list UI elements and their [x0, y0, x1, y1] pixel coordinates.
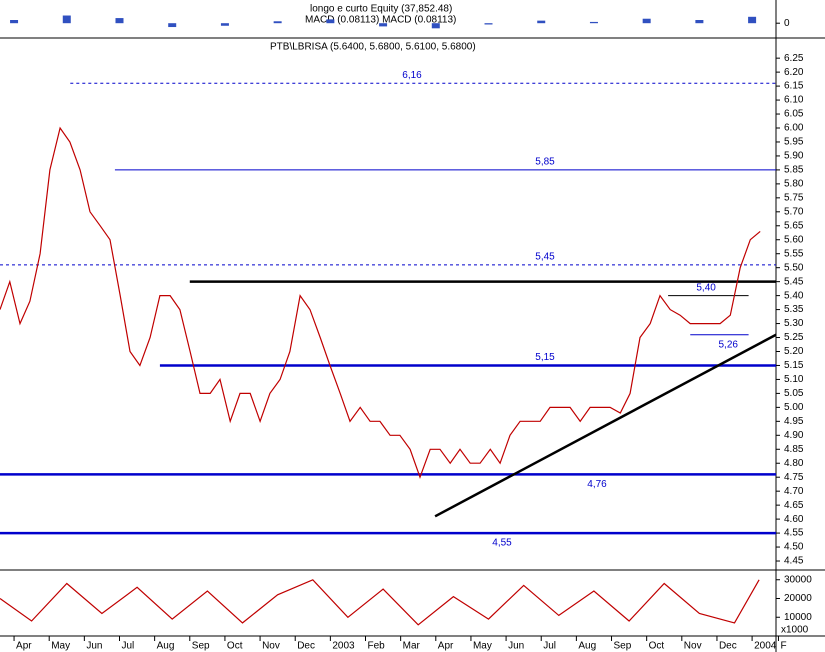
- x-tick-label: Nov: [684, 641, 702, 652]
- bar: [589, 21, 598, 24]
- x-tick-label: Jul: [543, 641, 556, 652]
- chart-title: PTB\LBRISA (5.6400, 5.6800, 5.6100, 5.68…: [270, 42, 476, 53]
- x-tick-label: Dec: [719, 641, 737, 652]
- y-tick-label: 6.15: [784, 81, 804, 92]
- y-tick-label: 4.65: [784, 500, 804, 511]
- y-tick-label: 4.95: [784, 416, 804, 427]
- y-tick-label: 5.10: [784, 374, 804, 385]
- x-tick-label: F: [780, 641, 786, 652]
- y-tick-label: 4.50: [784, 542, 804, 553]
- x-tick-label: Mar: [403, 641, 421, 652]
- y-tick-label: 5.75: [784, 192, 804, 203]
- x-tick-label: Sep: [614, 641, 632, 652]
- x-tick-label: Jun: [508, 641, 524, 652]
- y-tick-label: 4.45: [784, 556, 804, 567]
- y-tick-label: 5.65: [784, 220, 804, 231]
- y-tick-label: 5.30: [784, 318, 804, 329]
- level-label: 6,16: [402, 70, 422, 81]
- bar: [10, 20, 19, 24]
- x-tick-label: Jun: [86, 641, 102, 652]
- y-tick-label: 5.15: [784, 360, 804, 371]
- y-tick-label: 4.85: [784, 444, 804, 455]
- x-tick-label: Jul: [121, 641, 134, 652]
- y-tick-label: 4.70: [784, 486, 804, 497]
- x-tick-label: Apr: [16, 641, 32, 652]
- trend-line: [434, 333, 777, 518]
- y-tick-label: 6.20: [784, 67, 804, 78]
- x-tick-label: 2004: [754, 641, 777, 652]
- y-tick-label: 6.00: [784, 123, 804, 134]
- bar: [431, 23, 440, 29]
- y-tick-label: 5.50: [784, 262, 804, 273]
- x-tick-label: Oct: [649, 641, 665, 652]
- y-tick-label: 5.70: [784, 206, 804, 217]
- y-tick-label: 5.35: [784, 304, 804, 315]
- y-tick-label: 0: [784, 18, 790, 29]
- y-tick-label: 5.85: [784, 165, 804, 176]
- price-line: [0, 579, 760, 626]
- x-tick-label: Aug: [157, 641, 175, 652]
- bar: [642, 18, 651, 24]
- panel-subtitle: MACD (0.08113) MACD (0.08113): [305, 15, 456, 26]
- bar: [484, 23, 493, 25]
- y-tick-label: 5.20: [784, 346, 804, 357]
- bar: [62, 15, 71, 24]
- level-label: 5,40: [696, 282, 716, 293]
- y-tick-label: 5.60: [784, 234, 804, 245]
- y-tick-label: 10000: [784, 612, 812, 623]
- bar: [748, 16, 757, 24]
- x-tick-label: Feb: [368, 641, 386, 652]
- y-tick-label: 4.75: [784, 472, 804, 483]
- y-tick-label: 4.55: [784, 528, 804, 539]
- x-tick-label: 2003: [332, 641, 355, 652]
- y-tick-label: 5.55: [784, 248, 804, 259]
- bar: [379, 23, 388, 27]
- level-label: 5,15: [535, 352, 555, 363]
- x-tick-label: Dec: [297, 641, 315, 652]
- y-tick-label: 5.05: [784, 388, 804, 399]
- y-tick-label: 5.40: [784, 290, 804, 301]
- x-tick-label: Aug: [578, 641, 596, 652]
- x-tick-label: Apr: [438, 641, 454, 652]
- y-tick-label: 5.90: [784, 151, 804, 162]
- level-label: 5,26: [719, 339, 739, 350]
- y-tick-label: 20000: [784, 593, 812, 604]
- level-label: 4,55: [492, 538, 512, 549]
- y-tick-label: 5.00: [784, 402, 804, 413]
- level-label: 5,45: [535, 252, 555, 263]
- bar: [273, 21, 282, 24]
- y-tick-label: 4.90: [784, 430, 804, 441]
- scale-note: x1000: [781, 625, 809, 636]
- y-tick-label: 5.95: [784, 137, 804, 148]
- level-label: 5,85: [535, 157, 555, 168]
- y-tick-label: 4.80: [784, 458, 804, 469]
- bar: [326, 19, 335, 24]
- level-label: 4,76: [587, 479, 607, 490]
- y-tick-label: 5.80: [784, 179, 804, 190]
- y-tick-label: 6.10: [784, 95, 804, 106]
- y-tick-label: 30000: [784, 574, 812, 585]
- y-tick-label: 5.25: [784, 332, 804, 343]
- x-tick-label: Sep: [192, 641, 210, 652]
- x-tick-label: May: [473, 641, 492, 652]
- x-tick-label: Oct: [227, 641, 243, 652]
- y-tick-label: 6.25: [784, 53, 804, 64]
- y-tick-label: 5.45: [784, 276, 804, 287]
- x-tick-label: May: [51, 641, 70, 652]
- bar: [220, 23, 229, 26]
- panel-title: longo e curto Equity (37,852.48): [310, 4, 452, 15]
- x-tick-label: Nov: [262, 641, 280, 652]
- bar: [695, 20, 704, 24]
- y-tick-label: 6.05: [784, 109, 804, 120]
- bar: [168, 23, 177, 28]
- bar: [115, 18, 124, 24]
- price-line: [0, 126, 761, 479]
- y-tick-label: 4.60: [784, 514, 804, 525]
- bar: [537, 20, 546, 24]
